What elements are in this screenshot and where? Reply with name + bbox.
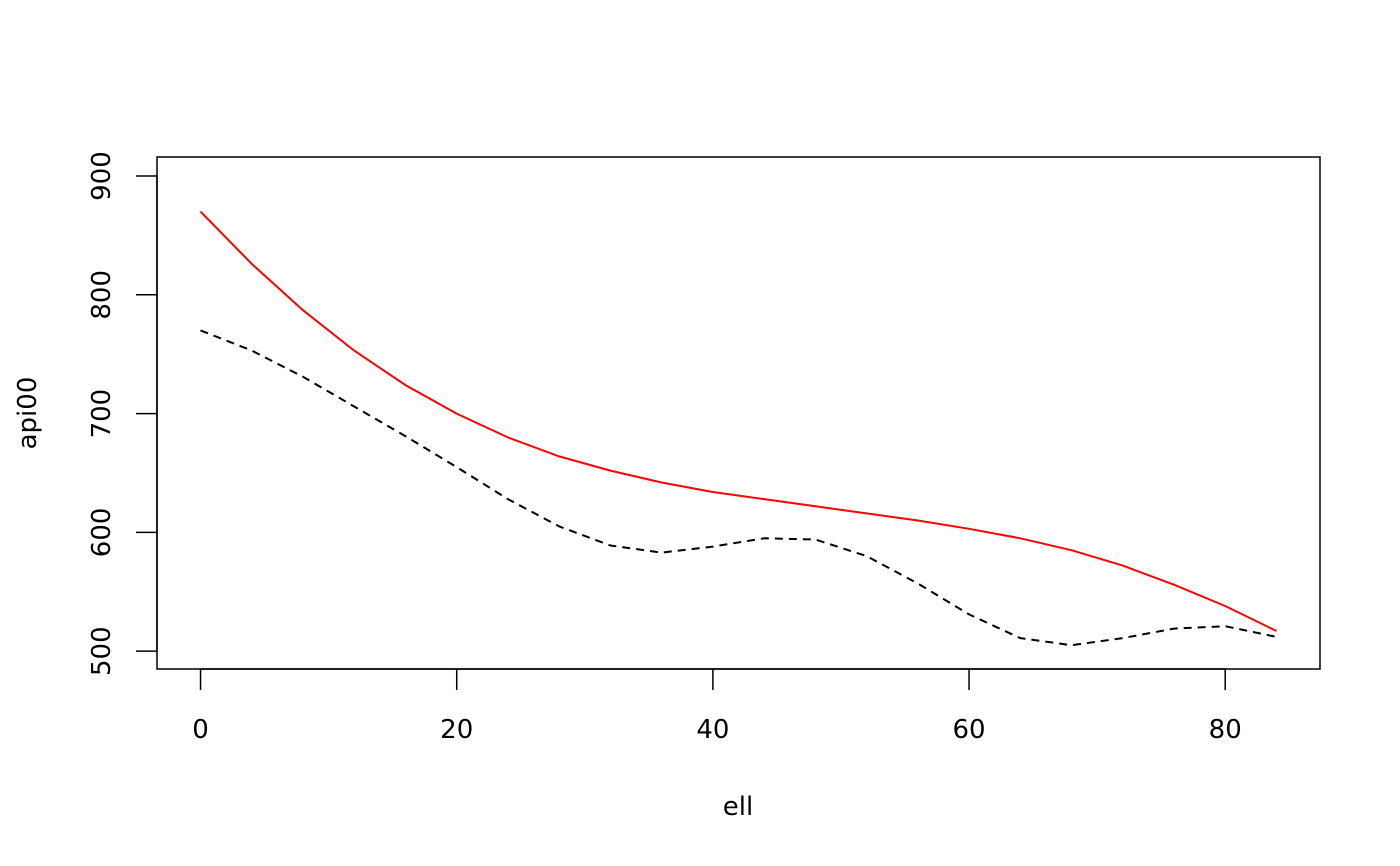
y-tick-label: 500 <box>87 626 117 676</box>
axes: 0 20 40 60 80 500 600 700 800 900 <box>87 151 1242 745</box>
series-layer <box>199 210 1277 647</box>
x-tick-label: 40 <box>696 715 729 745</box>
x-tick-label: 60 <box>953 715 986 745</box>
x-axis-label: ell <box>723 792 753 822</box>
y-tick-label: 900 <box>87 151 117 201</box>
x-tick-label: 20 <box>440 715 473 745</box>
x-tick-label: 0 <box>192 715 209 745</box>
series-line-2 <box>200 329 1277 647</box>
y-tick-label: 700 <box>87 389 117 439</box>
series-line-1 <box>199 210 1277 632</box>
x-tick-label: 80 <box>1209 715 1242 745</box>
y-axis-label: api00 <box>13 377 43 450</box>
plot-frame <box>156 156 1321 670</box>
y-tick-label: 800 <box>87 270 117 320</box>
y-tick-label: 600 <box>87 508 117 558</box>
